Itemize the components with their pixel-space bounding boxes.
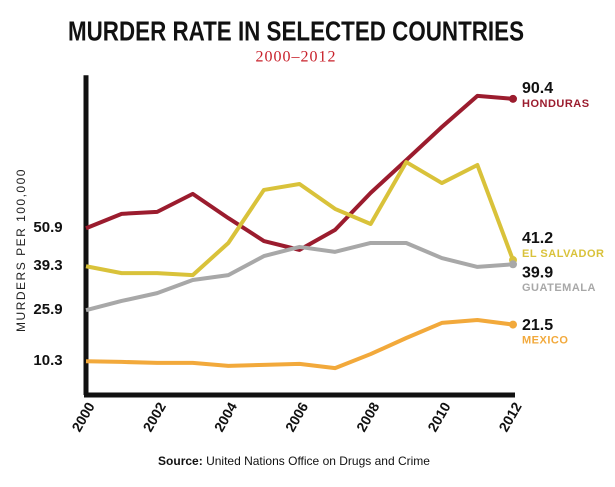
x-tick-label: 2000: [68, 399, 98, 434]
end-point: [509, 260, 517, 269]
end-value-label: 21.5: [522, 317, 553, 334]
y-tick-label: 50.9: [33, 219, 62, 236]
x-tick-label: 2012: [495, 399, 525, 434]
series-line: [85, 317, 514, 371]
legend-label: MEXICO: [522, 334, 568, 346]
legend-label: EL SALVADOR: [522, 248, 605, 260]
legend-label: HONDURAS: [522, 98, 590, 110]
source-label: Source:: [158, 454, 203, 468]
source-text: United Nations Office on Drugs and Crime: [206, 454, 430, 468]
series-line: [85, 160, 515, 278]
legend-label: GUATEMALA: [522, 282, 596, 294]
source: Source: United Nations Office on Drugs a…: [158, 454, 430, 468]
series-line: [85, 93, 514, 252]
chart-title: MURDER RATE IN SELECTED COUNTRIES: [68, 15, 524, 46]
y-tick-label: 25.9: [33, 301, 62, 318]
y-tick-label: 10.3: [33, 352, 62, 369]
y-tick-label: 39.3: [33, 257, 62, 274]
end-value-label: 39.9: [522, 265, 553, 282]
chart-subtitle: 2000–2012: [256, 49, 337, 66]
x-tick-label: 2002: [140, 399, 170, 434]
series-line: [85, 240, 514, 313]
end-value-label: 41.2: [522, 230, 553, 247]
end-value-label: 90.4: [522, 80, 553, 97]
y-axis-label: MURDERS PER 100,000: [14, 168, 28, 332]
x-tick-label: 2004: [211, 399, 241, 434]
end-point: [509, 94, 517, 103]
x-tick-label: 2010: [424, 399, 454, 434]
end-point: [509, 320, 517, 329]
x-tick-label: 2008: [353, 399, 383, 434]
x-tick-label: 2006: [282, 399, 312, 434]
